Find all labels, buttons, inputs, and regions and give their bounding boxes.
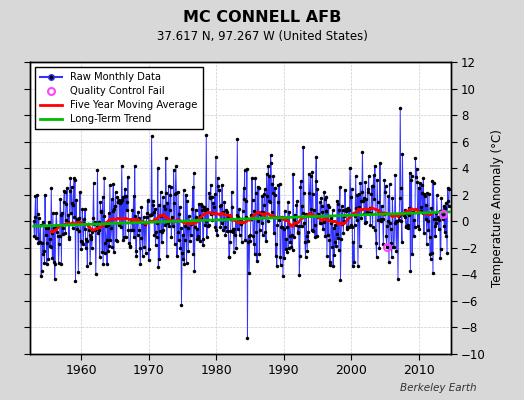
Text: MC CONNELL AFB: MC CONNELL AFB <box>183 10 341 25</box>
Text: 37.617 N, 97.267 W (United States): 37.617 N, 97.267 W (United States) <box>157 30 367 43</box>
Text: Berkeley Earth: Berkeley Earth <box>400 383 477 393</box>
Y-axis label: Temperature Anomaly (°C): Temperature Anomaly (°C) <box>492 129 505 287</box>
Legend: Raw Monthly Data, Quality Control Fail, Five Year Moving Average, Long-Term Tren: Raw Monthly Data, Quality Control Fail, … <box>36 67 203 129</box>
